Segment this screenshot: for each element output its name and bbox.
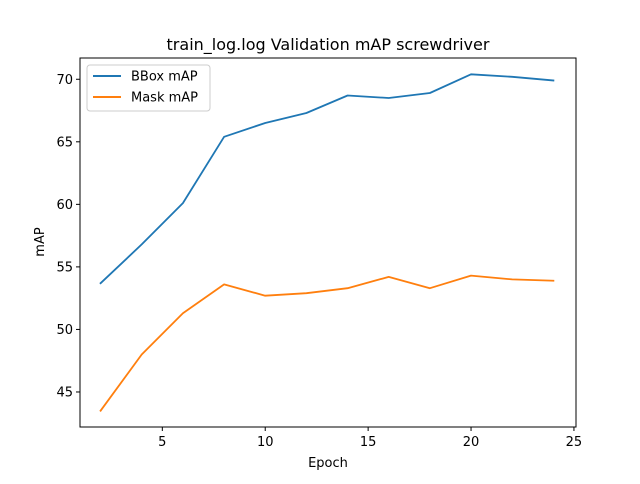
x-tick-label: 25 [566,435,583,450]
x-axis-label: Epoch [308,456,348,471]
y-tick-label: 60 [56,198,73,213]
legend-label-bbox: BBox mAP [131,70,198,85]
y-tick-label: 45 [56,385,73,400]
chart-title: train_log.log Validation mAP screwdriver [167,35,490,55]
y-tick-label: 70 [56,73,73,88]
legend: BBox mAP Mask mAP [87,65,210,111]
x-tick-label: 20 [463,435,480,450]
y-tick-label: 55 [56,260,73,275]
y-tick-label: 50 [56,323,73,338]
y-axis-label: mAP [33,227,48,257]
x-tick-label: 5 [158,435,166,450]
legend-label-mask: Mask mAP [131,91,198,106]
y-tick-label: 65 [56,135,73,150]
x-tick-label: 15 [360,435,377,450]
x-tick-label: 10 [257,435,274,450]
